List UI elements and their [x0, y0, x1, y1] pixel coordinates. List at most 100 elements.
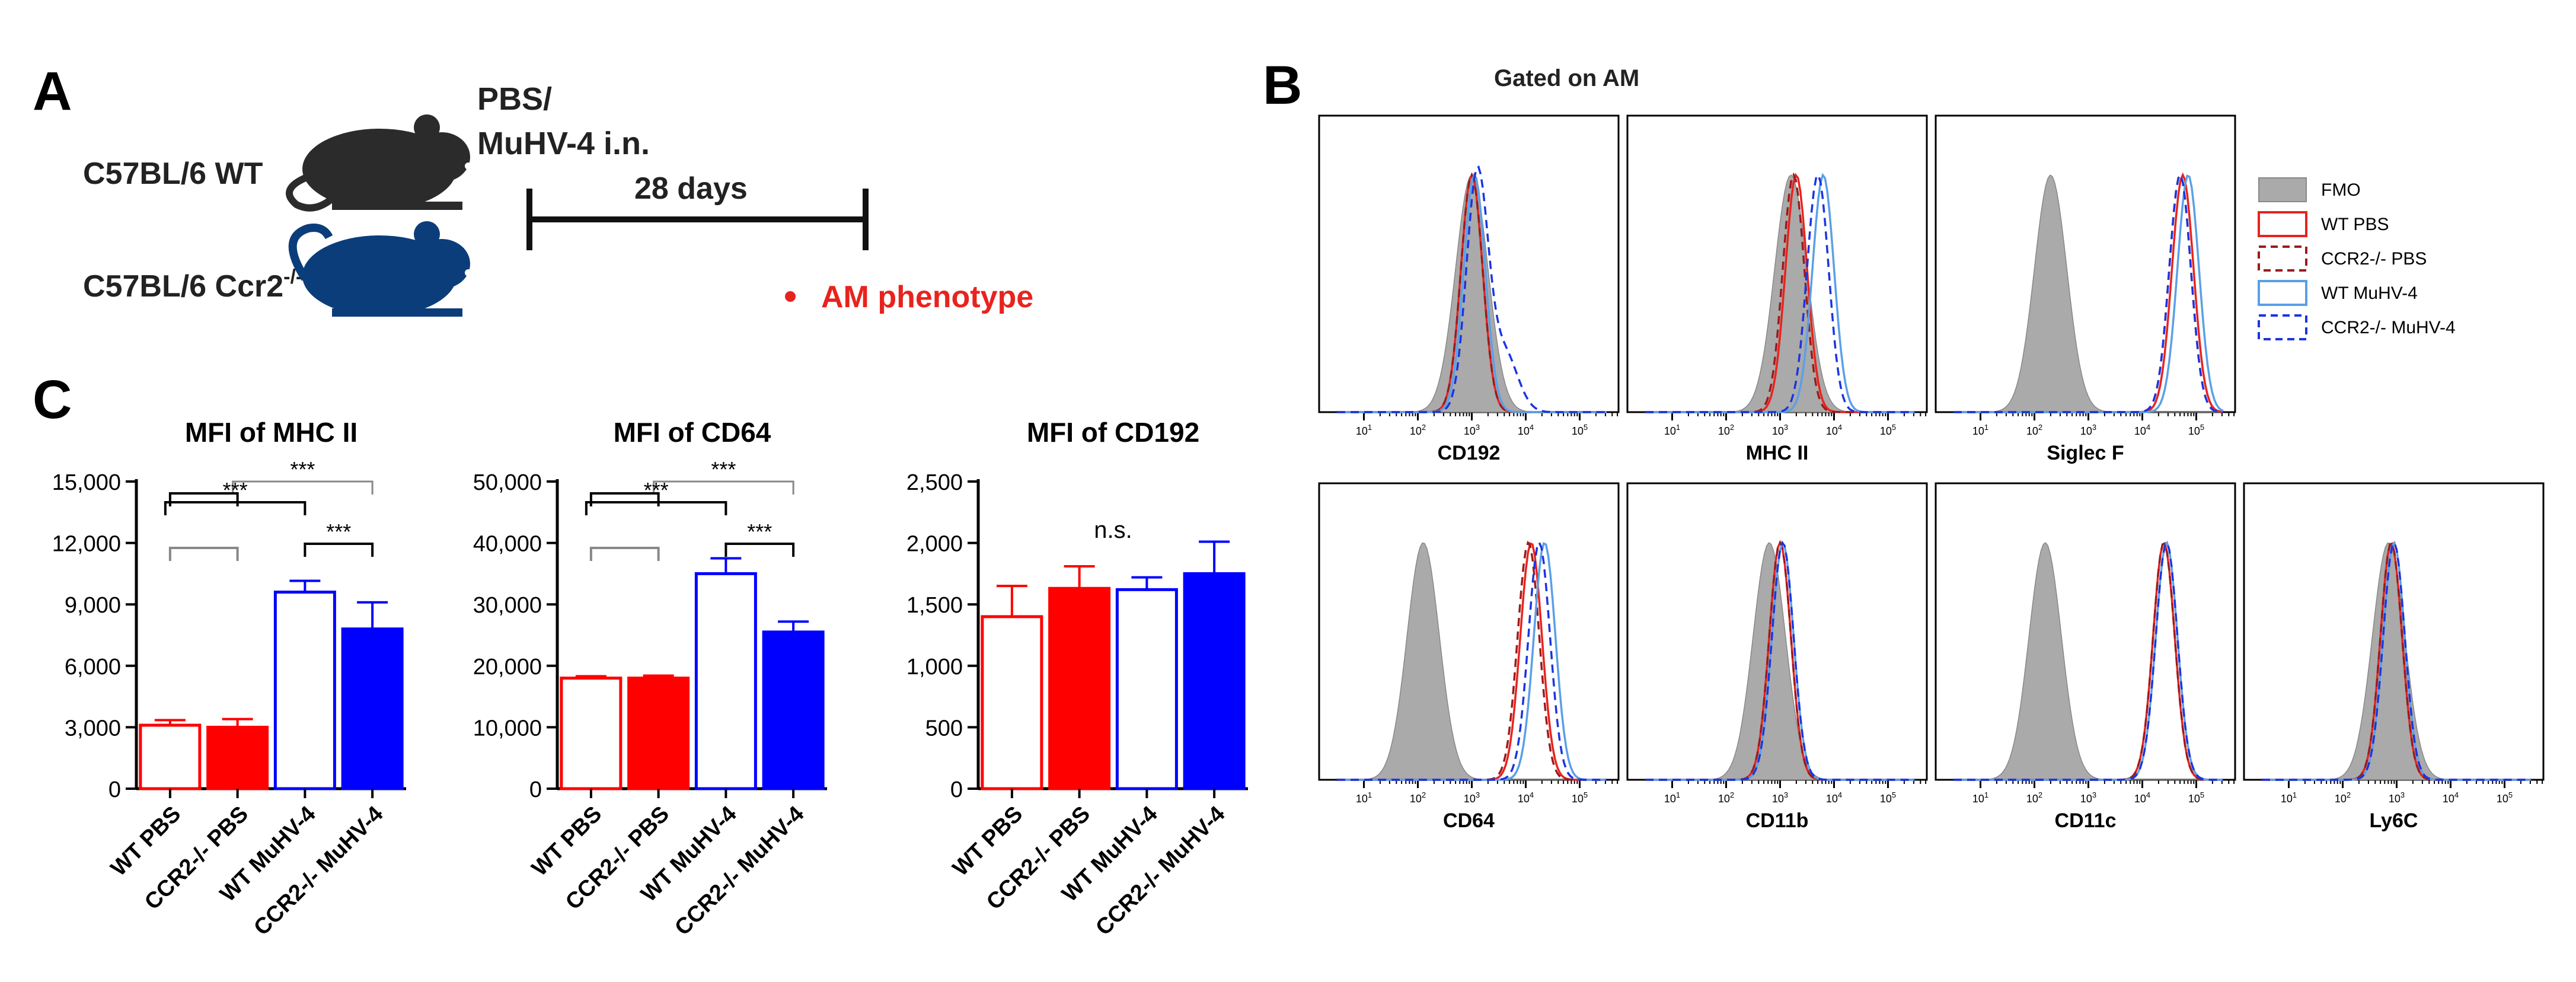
tick-exponent: 4: [2146, 790, 2150, 799]
bar-chart-mfi-of-cd64: MFI of CD64 0 10,000 20,000 30,000 40,000 50,0…: [473, 417, 827, 940]
x-tick-label: 104: [2134, 790, 2150, 805]
x-tick-label: 102: [2335, 790, 2351, 805]
tick-base: 10: [1664, 793, 1676, 805]
significance-bracket: [589, 492, 660, 506]
readout-label: AM phenotype: [821, 280, 1033, 314]
tick-base: 10: [1410, 425, 1422, 437]
histogram-trace-fmo: [1337, 542, 1607, 780]
bar-wt-muhv-4: [273, 590, 336, 790]
tick-base: 10: [1718, 793, 1730, 805]
tick-base: 10: [2443, 793, 2454, 805]
significance-bracket: [304, 543, 374, 557]
tick-exponent: 3: [1784, 790, 1788, 799]
y-tick-label: 15,000: [52, 470, 121, 495]
y-tick-label: 0: [108, 777, 121, 802]
tick-exponent: 4: [2454, 790, 2459, 799]
legend-swatch-ccr2-pbs: [2258, 246, 2307, 272]
x-tick-label: 104: [1826, 423, 1842, 437]
histogram-trace-ccr2-muhv-4: [1953, 173, 2224, 413]
bar-wt-muhv-4: [694, 572, 757, 790]
x-tick-label: 104: [2134, 423, 2150, 437]
tick-base: 10: [1356, 793, 1368, 805]
mouse-ko-label: C57BL/6 Ccr2-/-: [83, 266, 302, 304]
tick-exponent: 2: [1730, 790, 1734, 799]
tick-exponent: 3: [1476, 790, 1480, 799]
x-tick-label: 105: [1572, 790, 1588, 805]
tick-exponent: 4: [2146, 423, 2150, 432]
bar-ccr2-pbs: [1048, 586, 1111, 790]
tick-base: 10: [1718, 425, 1730, 437]
histogram-frame: [1935, 114, 2236, 413]
x-tick-label: 102: [2026, 423, 2042, 437]
tick-base: 10: [1464, 425, 1476, 437]
bar-wt-muhv-4: [1115, 588, 1178, 790]
x-tick-label: 105: [1572, 423, 1588, 437]
tick-base: 10: [1972, 425, 1984, 437]
tick-exponent: 5: [2200, 790, 2204, 799]
histogram-trace-ccr2-muhv-4: [1645, 540, 1915, 781]
mouse-wt-label: C57BL/6 WT: [83, 157, 263, 191]
tick-base: 10: [2134, 793, 2146, 805]
histogram-trace-ccr2-muhv-4: [1337, 540, 1607, 781]
tick-base: 10: [2497, 793, 2508, 805]
significance-bracket: [164, 501, 307, 515]
histogram-frame: [1318, 482, 1620, 781]
histogram-frame: [1935, 482, 2236, 781]
x-tick-label: 104: [1518, 790, 1534, 805]
y-tick-label: 12,000: [52, 532, 121, 557]
chart-title: MFI of MHC II: [185, 417, 357, 448]
legend-label: WT PBS: [2321, 215, 2389, 234]
significance-bracket: [653, 480, 794, 495]
panel-a-letter: A: [33, 61, 72, 122]
tick-exponent: 2: [1422, 423, 1426, 432]
significance-label: ***: [644, 478, 669, 502]
black-mouse-icon: [286, 114, 472, 212]
treatment-line-1: PBS/: [477, 81, 552, 117]
x-tick-label: CCR2-/- MuHV-4: [249, 802, 388, 940]
histogram-trace-ccr2-muhv-4: [1645, 173, 1915, 413]
x-tick-label: 103: [2080, 790, 2096, 805]
significance-bracket: [589, 547, 660, 561]
chart-title: MFI of CD192: [1027, 417, 1199, 448]
tick-exponent: 1: [1676, 790, 1680, 799]
x-tick-label: 101: [1664, 423, 1680, 437]
bar-wt-pbs: [981, 615, 1043, 790]
x-tick-label: 101: [1972, 790, 1988, 805]
tick-base: 10: [1572, 793, 1584, 805]
tick-base: 10: [2080, 793, 2092, 805]
significance-bracket: [724, 543, 795, 557]
treatment-line-2: MuHV-4 i.n.: [477, 126, 650, 161]
y-tick-label: 6,000: [65, 655, 121, 680]
tick-base: 10: [2188, 793, 2200, 805]
tick-exponent: 3: [1784, 423, 1788, 432]
tick-exponent: 5: [1892, 790, 1896, 799]
histogram-marker-label: CD11c: [2055, 809, 2117, 832]
readout-bullet-icon: [785, 291, 796, 302]
bar-wt-pbs: [560, 677, 623, 790]
tick-base: 10: [1356, 425, 1368, 437]
x-tick-label: 103: [1772, 790, 1788, 805]
significance-bracket: [232, 480, 374, 495]
tick-base: 10: [1972, 793, 1984, 805]
tick-exponent: 5: [1892, 423, 1896, 432]
y-tick-label: 1,000: [906, 655, 963, 680]
tick-base: 10: [2080, 425, 2092, 437]
panel-a: A C57BL/6 WT C57BL/6 Ccr2-/- PBS/ MuHV-4…: [33, 61, 1033, 317]
tick-exponent: 4: [1530, 423, 1534, 432]
x-tick-label: 103: [1772, 423, 1788, 437]
x-tick-label: 105: [2188, 423, 2204, 437]
legend-label: CCR2-/- MuHV-4: [2321, 318, 2456, 337]
histogram-marker-label: Siglec F: [2047, 442, 2124, 464]
x-tick-label: 105: [1880, 423, 1896, 437]
x-tick-label: 104: [1826, 790, 1842, 805]
tick-exponent: 2: [1422, 790, 1426, 799]
tick-exponent: 5: [2508, 790, 2513, 799]
tick-exponent: 1: [2293, 790, 2297, 799]
tick-base: 10: [1826, 793, 1838, 805]
legend-swatch-wt-muhv-4: [2258, 280, 2307, 306]
